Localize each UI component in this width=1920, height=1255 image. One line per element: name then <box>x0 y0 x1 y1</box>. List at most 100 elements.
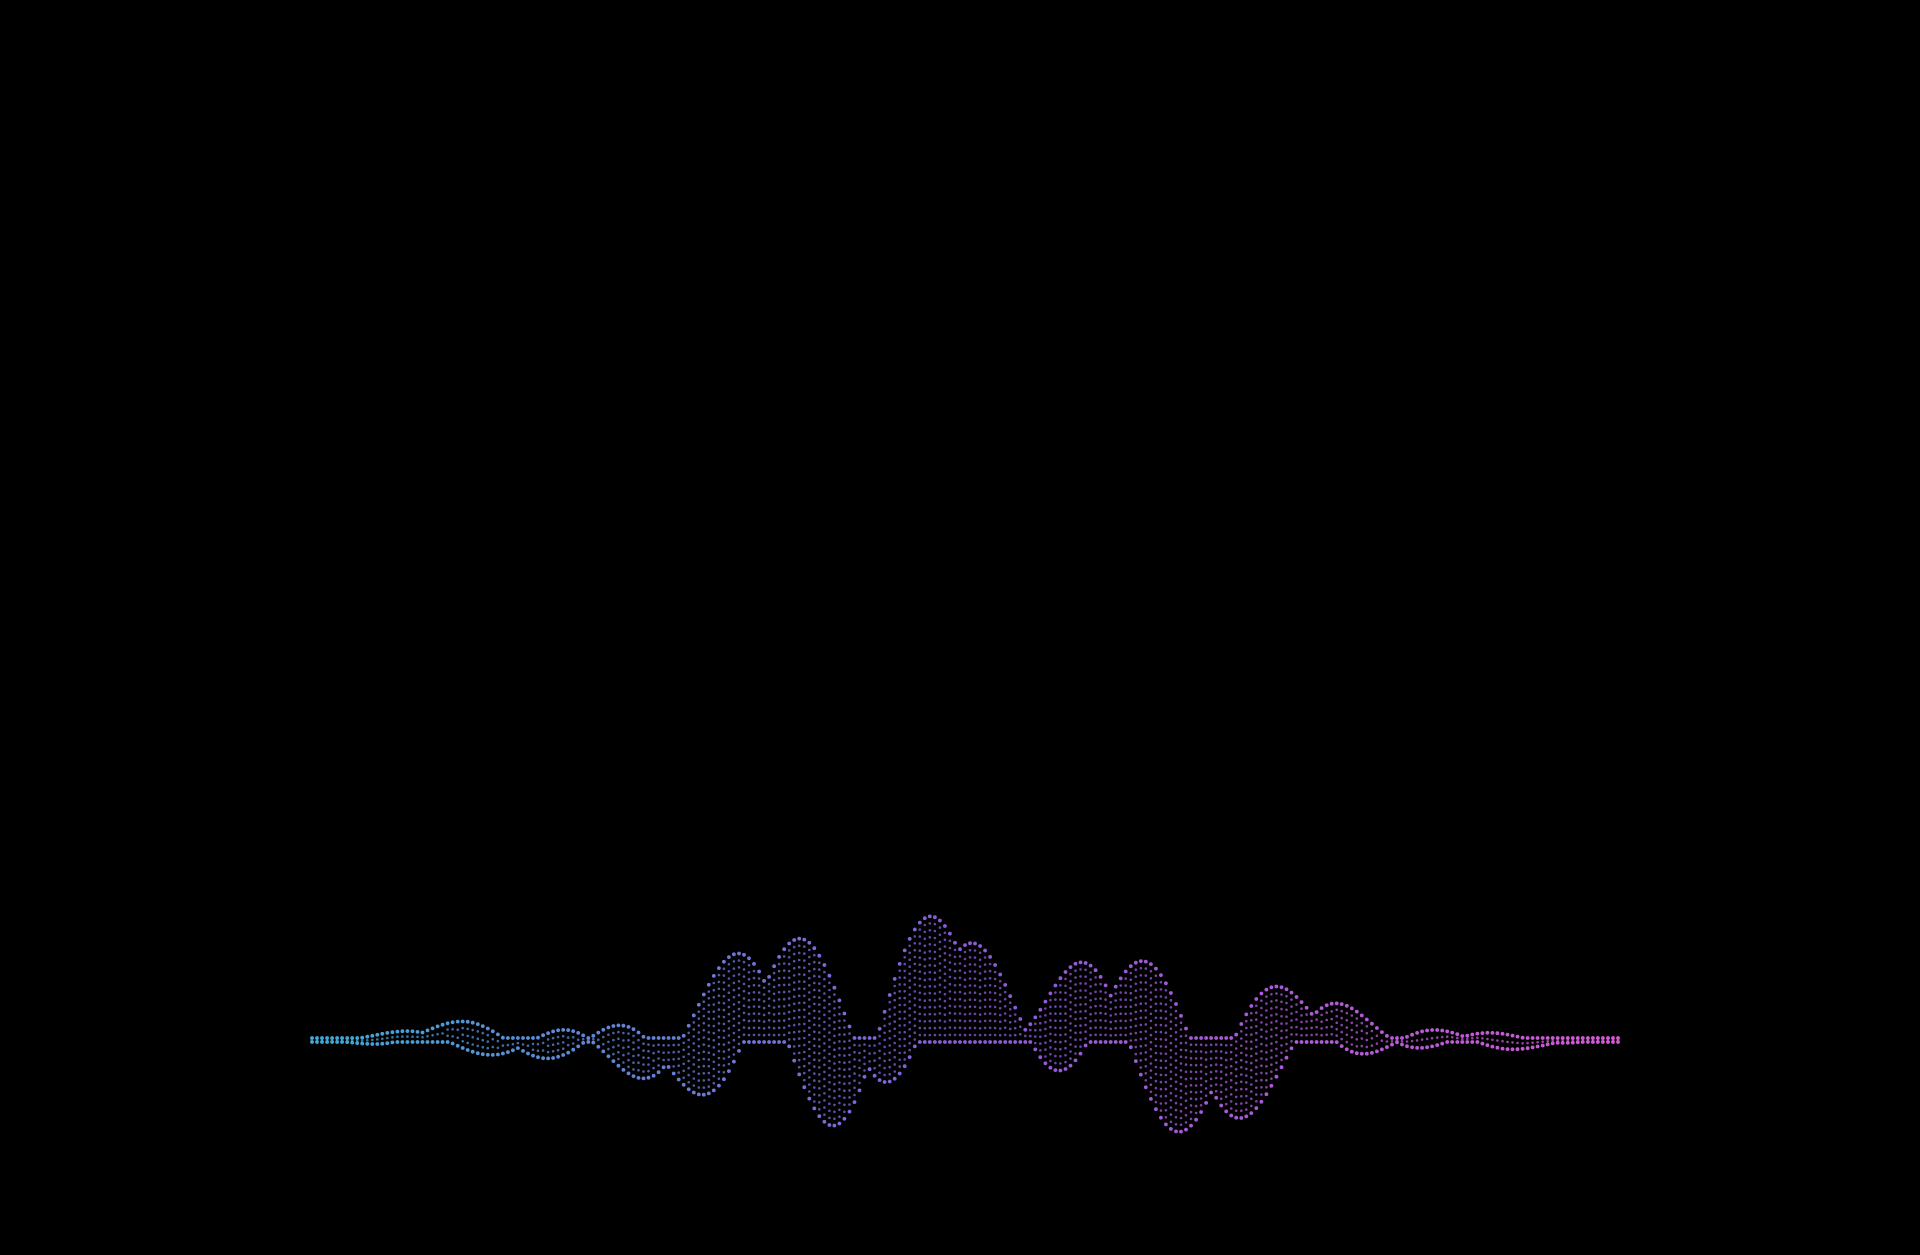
wave-dot <box>461 1033 465 1036</box>
wave-dot <box>832 985 837 990</box>
wave-dot <box>848 1039 851 1042</box>
wave-dot <box>838 1115 841 1118</box>
wave-dot <box>1274 984 1279 989</box>
wave-dot <box>943 1033 947 1037</box>
wave-dot <box>320 1036 324 1040</box>
wave-dot <box>1118 1040 1123 1044</box>
wave-dot <box>1008 994 1013 998</box>
wave-dot <box>1164 1109 1168 1112</box>
wave-dot <box>1103 983 1108 988</box>
wave-dot <box>496 1039 500 1043</box>
wave-dot <box>958 1019 962 1022</box>
wave-dot <box>813 1002 816 1006</box>
wave-dot <box>983 1019 987 1023</box>
wave-dot <box>1435 1028 1440 1032</box>
wave-dot <box>556 1048 560 1052</box>
wave-dot <box>722 988 726 991</box>
wave-dot <box>938 976 942 979</box>
wave-dot <box>1295 1010 1298 1014</box>
wave-dot <box>325 1040 329 1044</box>
wave-dot <box>968 1012 972 1016</box>
wave-dot <box>737 951 741 956</box>
wave-dot <box>602 1035 605 1039</box>
wave-dot <box>612 1045 615 1049</box>
wave-dot <box>1069 1022 1072 1025</box>
wave-dot <box>1139 1037 1143 1041</box>
wave-dot <box>813 1065 816 1068</box>
wave-dot <box>1415 1031 1419 1035</box>
wave-dot <box>913 1017 917 1021</box>
wave-dot <box>928 977 932 981</box>
wave-dot <box>627 1052 630 1055</box>
wave-dot <box>742 982 746 986</box>
wave-dot <box>1174 1016 1178 1020</box>
wave-dot <box>1265 1030 1268 1033</box>
wave-dot <box>546 1038 550 1041</box>
wave-dot <box>1300 1027 1303 1030</box>
wave-dot <box>772 1020 776 1023</box>
wave-dot <box>1340 1023 1343 1027</box>
wave-dot <box>687 1073 690 1077</box>
wave-dot <box>958 983 962 987</box>
wave-dot <box>672 1043 675 1047</box>
wave-dot <box>1214 1069 1218 1073</box>
wave-dot <box>782 955 786 958</box>
wave-dot <box>968 1026 972 1030</box>
wave-dot <box>511 1048 515 1053</box>
wave-dot <box>1154 1044 1158 1048</box>
wave-dot <box>1054 1005 1057 1008</box>
wave-dot <box>1219 1090 1223 1094</box>
wave-dot <box>1224 1073 1228 1076</box>
wave-dot <box>792 938 797 942</box>
wave-dot <box>863 1062 866 1066</box>
wave-dot <box>672 1050 675 1054</box>
wave-dot <box>953 1026 957 1030</box>
wave-dot <box>848 1046 851 1050</box>
wave-dot <box>1214 1089 1218 1093</box>
wave-dot <box>782 1019 786 1022</box>
wave-dot <box>672 1065 675 1068</box>
wave-dot <box>813 1023 816 1027</box>
wave-dot <box>1240 1030 1243 1033</box>
wave-dot <box>777 969 781 973</box>
wave-dot <box>642 1049 645 1052</box>
wave-dot <box>933 1026 937 1030</box>
wave-dot <box>928 950 932 953</box>
wave-dot <box>1440 1028 1445 1033</box>
wave-dot <box>1199 1090 1203 1094</box>
wave-dot <box>742 1011 746 1015</box>
wave-dot <box>792 974 796 977</box>
wave-dot <box>692 1021 696 1024</box>
wave-dot <box>1164 1094 1168 1098</box>
wave-dot <box>737 1007 741 1011</box>
wave-dot <box>687 1059 690 1063</box>
wave-dot <box>838 1006 841 1009</box>
wave-dot <box>803 1008 806 1012</box>
wave-dot <box>607 1047 610 1051</box>
wave-dot <box>395 1029 400 1034</box>
wave-dot <box>1184 1099 1188 1102</box>
wave-dot <box>1280 1000 1283 1004</box>
wave-dot <box>707 1024 711 1027</box>
wave-dot <box>988 1012 992 1015</box>
wave-dot <box>1425 1028 1429 1033</box>
wave-dot <box>978 944 982 948</box>
wave-dot <box>757 1026 761 1030</box>
wave-dot <box>1265 1037 1268 1040</box>
wave-dot <box>983 1033 987 1037</box>
wave-dot <box>687 1052 690 1056</box>
wave-dot <box>1104 998 1107 1001</box>
wave-dot <box>1354 1051 1359 1056</box>
wave-dot <box>1420 1046 1424 1050</box>
wave-dot <box>1330 1010 1333 1013</box>
wave-dot <box>878 1064 881 1067</box>
wave-dot <box>1229 1107 1233 1110</box>
wave-dot <box>843 1047 846 1050</box>
wave-dot <box>612 1052 615 1056</box>
wave-dot <box>566 1036 570 1039</box>
wave-dot <box>938 947 942 951</box>
wave-dot <box>1310 1033 1313 1037</box>
wave-dot <box>1099 990 1102 993</box>
wave-dot <box>717 1063 721 1067</box>
wave-dot <box>908 1007 911 1010</box>
